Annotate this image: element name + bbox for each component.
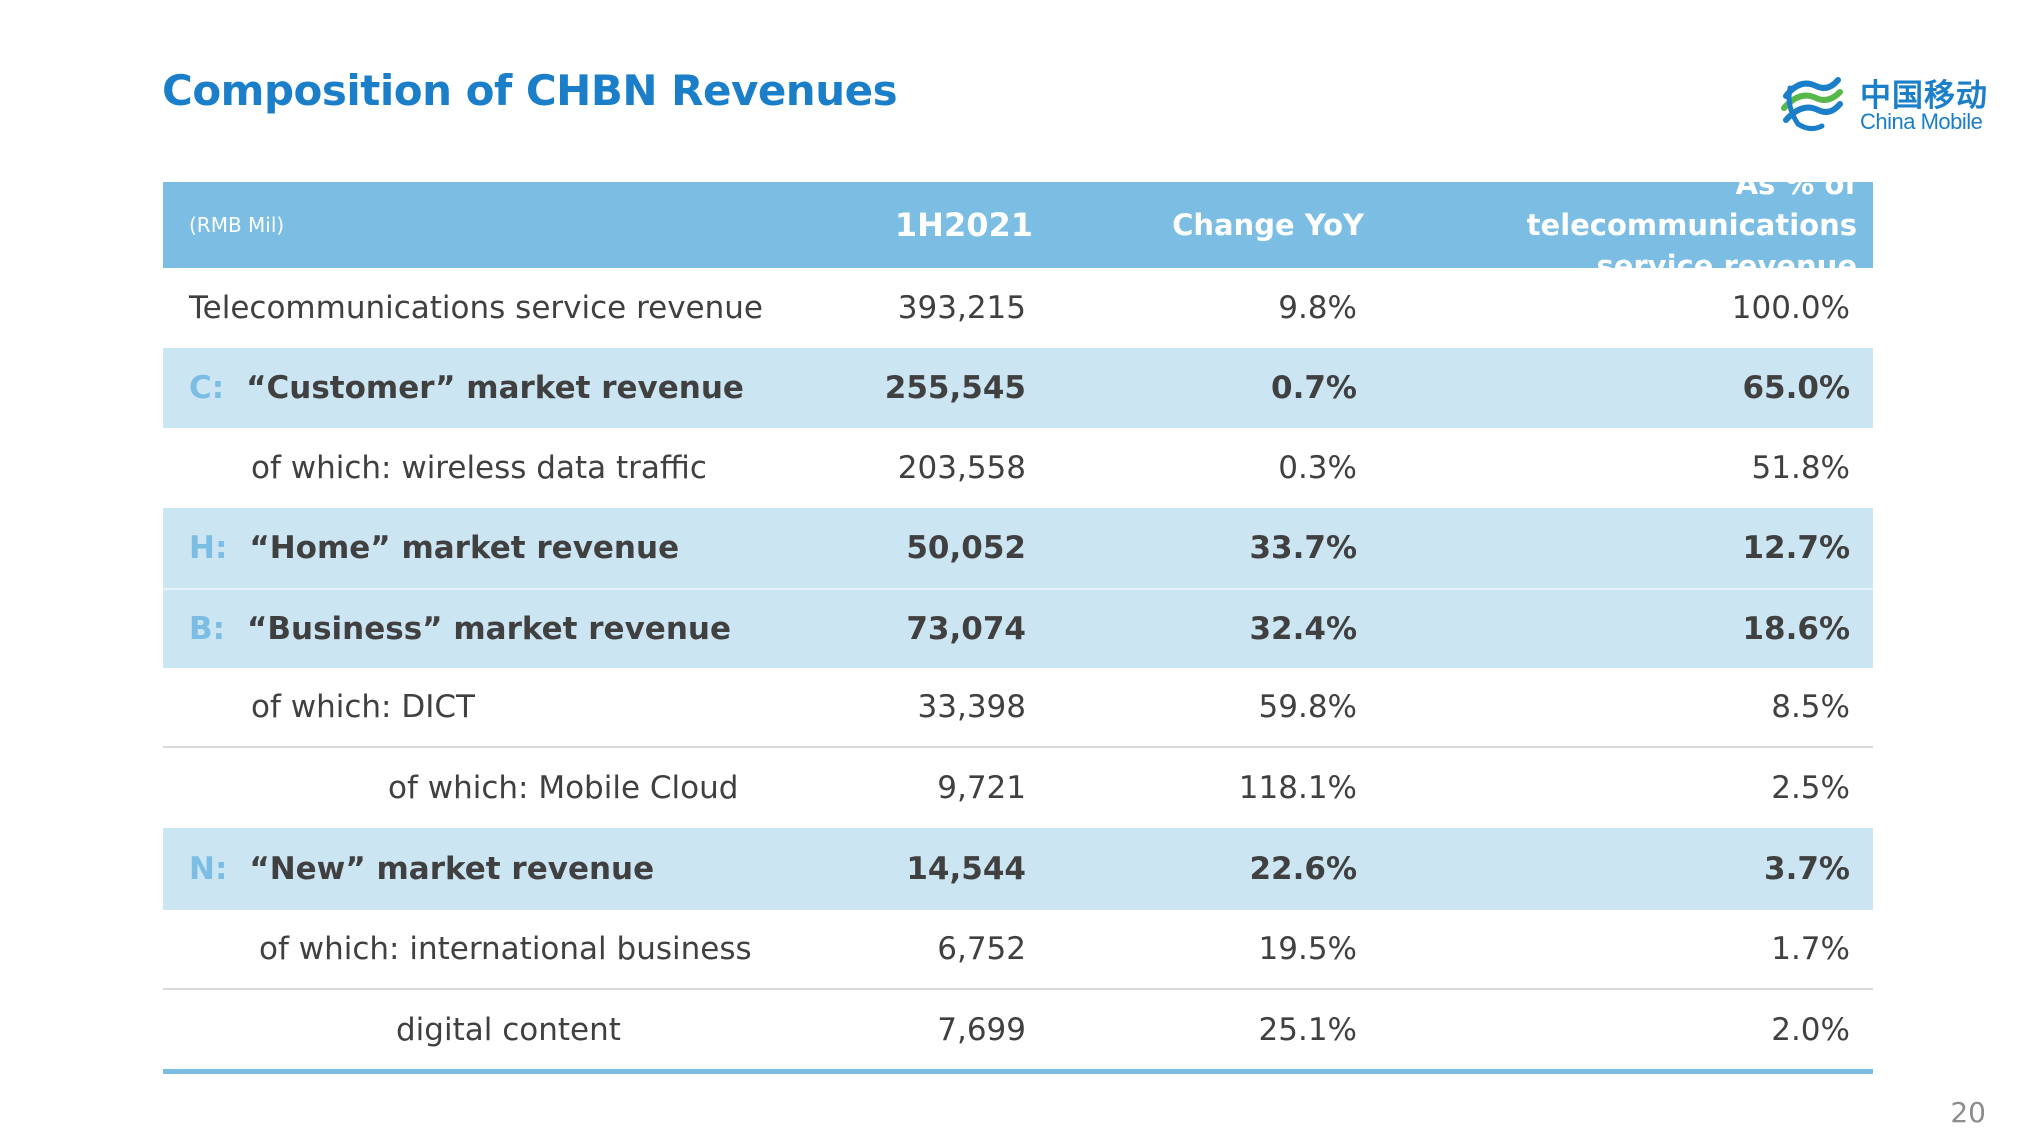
row-change: 19.5%: [1258, 931, 1357, 967]
row-value: 14,544: [906, 851, 1026, 887]
row-share: 65.0%: [1742, 370, 1850, 406]
row-label: N: “New” market revenue: [163, 828, 654, 910]
row-change: 9.8%: [1278, 290, 1357, 326]
row-prefix: B:: [189, 611, 226, 647]
table-row: digital content 7,699 25.1% 2.0%: [163, 990, 1873, 1074]
table-row: B: “Business” market revenue 73,074 32.4…: [163, 588, 1873, 668]
row-value: 393,215: [897, 290, 1026, 326]
table-row: of which: international business 6,752 1…: [163, 910, 1873, 990]
row-value: 9,721: [937, 770, 1026, 806]
share-header: As % of telecommunications service reven…: [1526, 166, 1857, 283]
row-value: 203,558: [897, 450, 1026, 486]
row-value: 33,398: [917, 689, 1026, 725]
table-row: of which: DICT 33,398 59.8% 8.5%: [163, 668, 1873, 748]
page-number: 20: [1950, 1096, 1986, 1129]
table-row: Telecommunications service revenue 393,2…: [163, 268, 1873, 348]
china-mobile-logo: 中国移动 China Mobile: [1776, 66, 2001, 138]
table-row: H: “Home” market revenue 50,052 33.7% 12…: [163, 508, 1873, 588]
row-share: 2.5%: [1771, 770, 1850, 806]
row-share: 8.5%: [1771, 689, 1850, 725]
row-label: H: “Home” market revenue: [163, 508, 679, 588]
row-label: digital content: [396, 1011, 621, 1048]
row-change: 25.1%: [1258, 1011, 1357, 1048]
table-row: of which: Mobile Cloud 9,721 118.1% 2.5%: [163, 748, 1873, 828]
revenue-table: (RMB Mil) 1H2021 Change YoY As % of tele…: [163, 166, 1873, 1074]
row-share: 100.0%: [1731, 290, 1850, 326]
row-prefix: C:: [189, 370, 225, 406]
row-value: 6,752: [937, 931, 1026, 967]
row-change: 59.8%: [1258, 689, 1357, 725]
row-value: 255,545: [884, 370, 1026, 406]
row-label-text: “Business” market revenue: [247, 611, 731, 647]
table-row: C: “Customer” market revenue 255,545 0.7…: [163, 348, 1873, 428]
row-prefix: H:: [189, 530, 228, 566]
row-value: 7,699: [937, 1011, 1026, 1048]
unit-header: (RMB Mil): [189, 213, 285, 237]
row-value: 50,052: [906, 530, 1026, 566]
row-share: 12.7%: [1742, 530, 1850, 566]
row-change: 33.7%: [1249, 530, 1357, 566]
logo-english-text: China Mobile: [1860, 109, 1983, 134]
row-label-text: “Home” market revenue: [249, 530, 680, 566]
china-mobile-logo-icon: [1781, 77, 1843, 132]
row-change: 32.4%: [1249, 611, 1357, 647]
row-share: 51.8%: [1751, 450, 1850, 486]
change-header: Change YoY: [1172, 208, 1364, 242]
row-label: of which: Mobile Cloud: [388, 770, 739, 806]
table-row: of which: wireless data traffic 203,558 …: [163, 428, 1873, 508]
row-share: 2.0%: [1771, 1011, 1850, 1048]
row-label: of which: DICT: [251, 689, 475, 725]
row-label: of which: international business: [259, 931, 752, 967]
row-label: B: “Business” market revenue: [163, 590, 731, 668]
row-share: 1.7%: [1771, 931, 1850, 967]
table-header-row: (RMB Mil) 1H2021 Change YoY As % of tele…: [163, 166, 1873, 283]
logo-chinese-text: 中国移动: [1860, 78, 1988, 114]
page-title: Composition of CHBN Revenues: [162, 66, 898, 115]
row-change: 0.7%: [1271, 370, 1357, 406]
row-change: 0.3%: [1278, 450, 1357, 486]
row-change: 22.6%: [1249, 851, 1357, 887]
row-share: 3.7%: [1764, 851, 1850, 887]
row-label-text: “New” market revenue: [249, 851, 655, 887]
row-value: 73,074: [906, 611, 1026, 647]
row-label: of which: wireless data traffic: [251, 450, 707, 486]
table-row: N: “New” market revenue 14,544 22.6% 3.7…: [163, 828, 1873, 910]
row-change: 118.1%: [1238, 770, 1357, 806]
row-label-text: “Customer” market revenue: [246, 370, 744, 406]
period-header: 1H2021: [894, 206, 1033, 244]
row-prefix: N:: [189, 851, 228, 887]
row-share: 18.6%: [1742, 611, 1850, 647]
row-label: C: “Customer” market revenue: [163, 348, 744, 428]
row-label: Telecommunications service revenue: [189, 290, 763, 326]
